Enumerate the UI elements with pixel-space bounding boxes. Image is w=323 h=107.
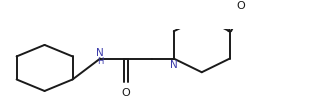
Text: N: N — [170, 60, 178, 70]
Text: H: H — [98, 57, 104, 66]
Text: O: O — [237, 1, 245, 11]
Text: N: N — [96, 48, 104, 58]
Text: O: O — [121, 88, 130, 98]
